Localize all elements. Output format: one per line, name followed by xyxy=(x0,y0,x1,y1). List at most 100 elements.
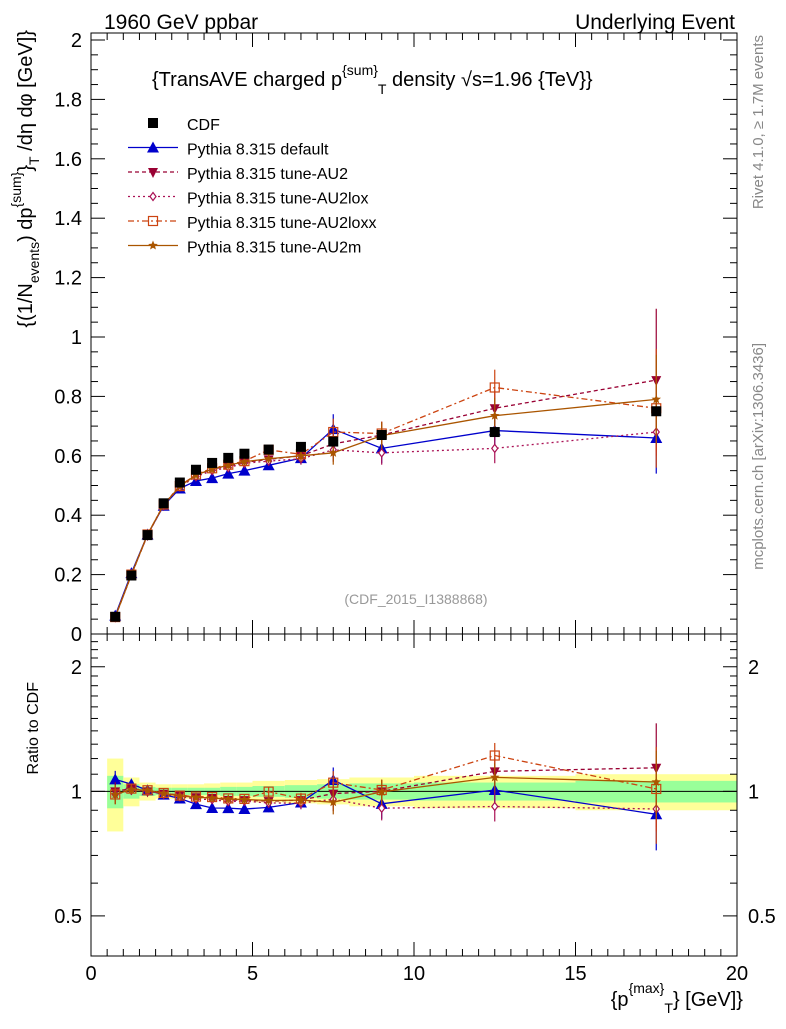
analysis-watermark: (CDF_2015_I1388868) xyxy=(344,591,487,607)
y-tick-label: 2 xyxy=(71,30,82,52)
ratio-point xyxy=(238,803,251,815)
cdf-point xyxy=(158,498,169,509)
ratio-y-tick-label: 0.5 xyxy=(748,906,776,928)
ratio-point xyxy=(223,794,233,804)
y-axis-label: {(1/Nevents) dp{sum}}T /dη dφ [GeV]} xyxy=(8,30,42,328)
series-point xyxy=(489,382,500,393)
axes-ticks: 0 5 10 15 20 0 0.2 0.4 0.6 0.8 1 1.2 1.4 1.6 1.8 2 0.5 0.… xyxy=(54,30,776,985)
series-line xyxy=(114,428,657,616)
ratio-y-axis-label: Ratio to CDF xyxy=(25,682,42,775)
ratio-y-tick-label: 2 xyxy=(748,657,759,679)
cdf-point xyxy=(190,464,201,475)
series-point xyxy=(296,450,306,460)
ratio-point xyxy=(491,801,499,812)
legend-label: Pythia 8.315 tune-AU2 xyxy=(187,166,348,183)
cdf-point xyxy=(207,457,218,468)
series-line xyxy=(114,431,657,618)
ratio-point xyxy=(191,792,201,802)
x-tick-label: 10 xyxy=(403,963,425,985)
rivet-label: Rivet 4.1.0, ≥ 1.7M events xyxy=(750,35,767,209)
x-tick-label: 20 xyxy=(726,963,748,985)
legend-label: Pythia 8.315 default xyxy=(187,142,329,159)
legend-marker xyxy=(147,215,159,227)
legend-marker xyxy=(147,141,159,153)
ratio-panel-frame xyxy=(90,633,738,957)
ratio-point xyxy=(207,791,218,803)
ratio-point xyxy=(110,789,120,799)
ratio-point xyxy=(328,797,338,807)
x-tick-label: 0 xyxy=(85,963,96,985)
ratio-point xyxy=(207,793,217,803)
y-tick-label: 0.6 xyxy=(54,446,82,468)
legend-marker xyxy=(149,191,157,202)
ratio-point xyxy=(175,791,185,800)
x-axis-label: {p{max}T} [GeV]} xyxy=(611,980,744,1016)
ratio-y-tick-label: 2 xyxy=(71,657,82,679)
series-point xyxy=(491,443,499,454)
ratio-point xyxy=(158,788,169,798)
y-tick-label: 1.4 xyxy=(54,208,82,230)
ratio-point xyxy=(376,786,387,796)
series-point xyxy=(207,464,217,474)
ratio-point xyxy=(489,750,500,761)
series-point xyxy=(222,467,235,479)
ratio-point xyxy=(651,777,661,786)
cdf-point xyxy=(239,448,250,459)
header-right: Underlying Event xyxy=(575,11,735,34)
ratio-point xyxy=(142,785,153,795)
y-tick-label: 1.6 xyxy=(54,149,82,171)
y-tick-label: 0 xyxy=(71,624,82,646)
y-tick-label: 0.8 xyxy=(54,386,82,408)
cdf-uncertainty-bands xyxy=(91,758,737,832)
cdf-point xyxy=(295,441,306,452)
ratio-point xyxy=(222,802,235,814)
ratio-point xyxy=(328,777,339,788)
series-point xyxy=(651,394,661,404)
cdf-point xyxy=(376,430,387,441)
header-left: 1960 GeV ppbar xyxy=(104,11,258,34)
ratio-point xyxy=(296,795,306,805)
legend-marker xyxy=(148,168,158,178)
legend: CDF Pythia 8.315 default Pythia 8.315 tune… xyxy=(128,117,376,257)
series-point xyxy=(223,460,233,470)
y-tick-label: 0.4 xyxy=(54,505,82,527)
mcplots-label: mcplots.cern.ch [arXiv:1306.3436] xyxy=(750,343,767,570)
data-marks xyxy=(109,308,663,851)
cdf-point xyxy=(263,444,274,455)
x-tick-label: 15 xyxy=(564,963,586,985)
legend-marker xyxy=(148,240,158,250)
series-line xyxy=(114,386,657,618)
ratio-point xyxy=(263,795,274,805)
series-point xyxy=(490,410,500,420)
ratio-point xyxy=(206,801,219,813)
legend-label: CDF xyxy=(187,117,220,134)
legend-label: Pythia 8.315 tune-AU2loxx xyxy=(187,215,376,232)
series-point xyxy=(206,472,219,484)
legend-marker-cdf xyxy=(148,118,158,128)
ratio-point xyxy=(377,803,386,814)
series-point xyxy=(328,447,338,457)
cdf-point xyxy=(223,452,234,463)
cdf-point xyxy=(110,611,121,622)
y-tick-label: 0.2 xyxy=(54,565,82,587)
cdf-point xyxy=(126,570,137,581)
ratio-point xyxy=(126,784,137,794)
x-tick-label: 5 xyxy=(247,963,258,985)
ratio-y-tick-label: 0.5 xyxy=(54,906,82,928)
cdf-point xyxy=(142,530,153,541)
y-tick-label: 1 xyxy=(71,327,82,349)
ratio-y-tick-label: 1 xyxy=(71,781,82,803)
series-point xyxy=(239,456,250,466)
y-tick-label: 1.8 xyxy=(54,89,82,111)
cdf-point xyxy=(651,406,662,417)
cdf-point xyxy=(328,436,339,447)
legend-label: Pythia 8.315 tune-AU2m xyxy=(187,240,361,257)
ratio-point xyxy=(490,772,500,782)
series-line xyxy=(114,379,657,618)
ratio-point xyxy=(109,773,122,785)
series-point xyxy=(328,426,339,438)
series-point xyxy=(263,453,274,463)
legend-label: Pythia 8.315 tune-AU2lox xyxy=(187,191,368,208)
series-point xyxy=(238,464,251,476)
